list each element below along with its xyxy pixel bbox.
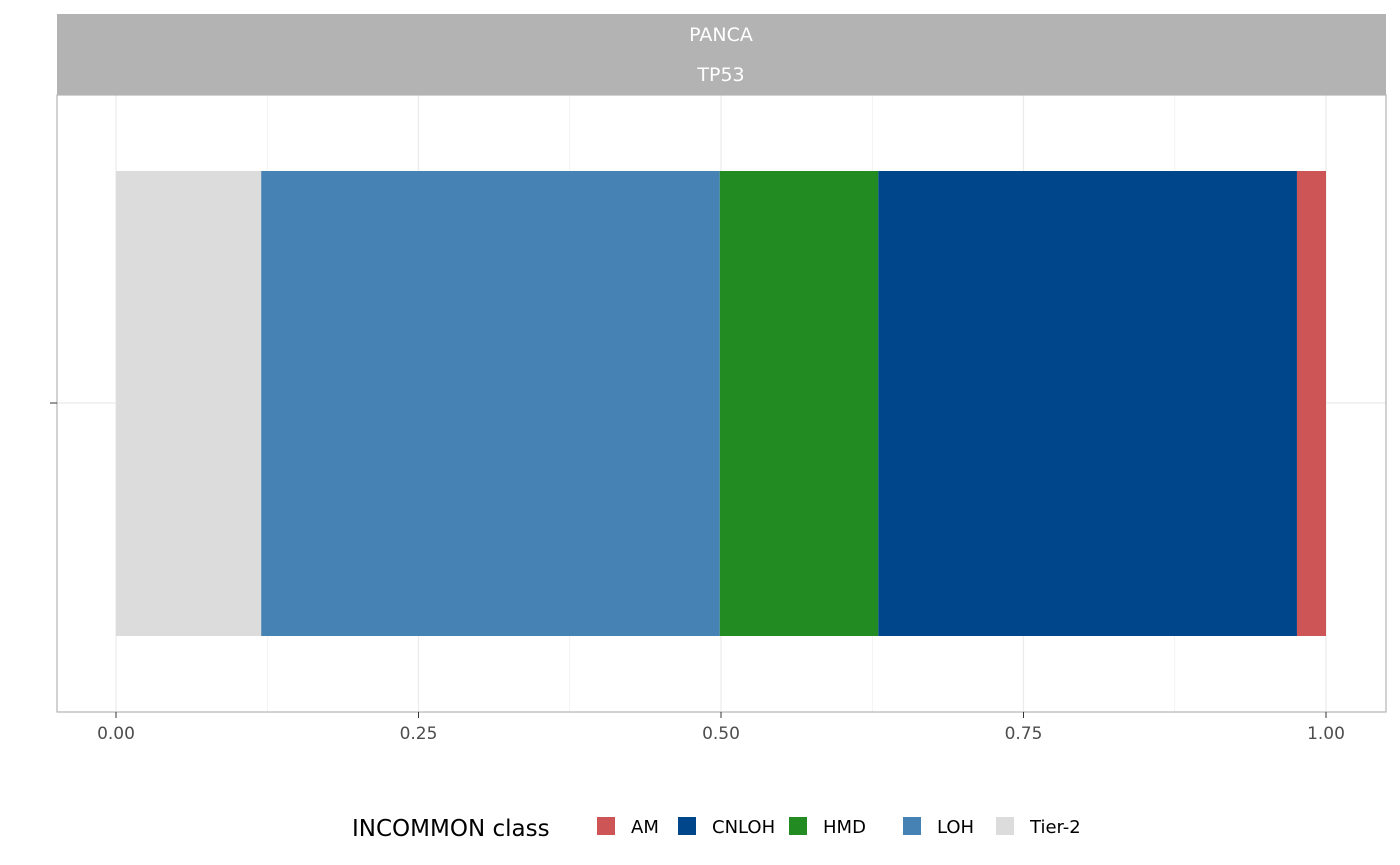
stacked-bar xyxy=(116,171,1326,636)
legend-label-hmd: HMD xyxy=(823,817,866,838)
facet-label-panca: PANCA xyxy=(689,24,753,46)
x-tick-label: 1.00 xyxy=(1307,724,1345,744)
legend-label-tier-2: Tier-2 xyxy=(1029,817,1081,838)
legend-key-loh xyxy=(903,817,921,835)
bar-segment-tier-2 xyxy=(116,171,262,636)
facet-label-tp53: TP53 xyxy=(696,64,744,86)
bar-segment-cnloh xyxy=(878,171,1297,636)
x-axis: 0.00 0.25 0.50 0.75 1.00 xyxy=(97,712,1345,744)
x-tick-label: 0.00 xyxy=(97,724,135,744)
legend-key-am xyxy=(597,817,615,835)
legend-label-am: AM xyxy=(631,817,659,838)
bar-segment-loh xyxy=(261,171,720,636)
legend-title: INCOMMON class xyxy=(352,816,550,842)
legend-label-cnloh: CNLOH xyxy=(712,817,775,838)
legend: INCOMMON class AM CNLOH HMD LOH Tier-2 xyxy=(352,816,1081,842)
legend-key-hmd xyxy=(789,817,807,835)
bar-segment-hmd xyxy=(719,171,879,636)
x-tick-label: 0.50 xyxy=(702,724,740,744)
legend-key-cnloh xyxy=(678,817,696,835)
x-tick-label: 0.25 xyxy=(400,724,438,744)
facet-strip: PANCA TP53 xyxy=(57,14,1386,95)
legend-label-loh: LOH xyxy=(937,817,974,838)
bar-segment-am xyxy=(1296,171,1326,636)
x-tick-label: 0.75 xyxy=(1005,724,1043,744)
legend-key-tier-2 xyxy=(996,817,1014,835)
